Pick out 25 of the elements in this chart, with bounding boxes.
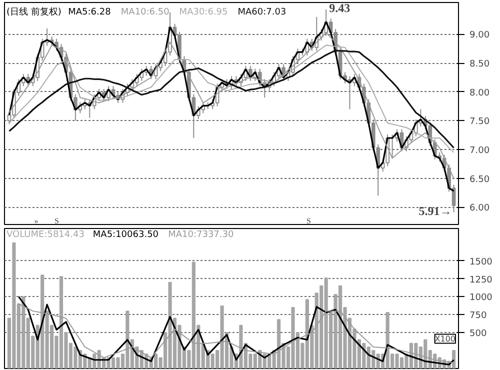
- y-tick-label: 8.00: [470, 88, 490, 98]
- y-tick-label: 7.00: [470, 146, 490, 156]
- y-tick-label: 9.00: [470, 30, 490, 41]
- annotation: »: [34, 216, 38, 226]
- y-tick-label: 1500: [470, 257, 493, 268]
- y-tick-label: 6.50: [470, 174, 490, 185]
- text: MA60:7.03: [238, 7, 286, 18]
- annotation: S: [54, 216, 59, 226]
- text: MA30:6.95: [179, 7, 228, 18]
- text: MA5:6.28: [68, 7, 112, 18]
- text: (日线 前复权): [6, 6, 62, 18]
- y-tick-label: 7.50: [470, 117, 490, 128]
- y-tick-label: 750: [470, 311, 487, 322]
- text: MA10:6.50: [120, 7, 170, 18]
- annotation: S: [306, 216, 311, 226]
- y-tick-label: 6.00: [470, 204, 490, 214]
- text: MA10:7337.30: [168, 230, 234, 240]
- y-tick-label: 1250: [470, 275, 493, 286]
- y-tick-label: 1000: [470, 293, 493, 304]
- y-tick-label: 500: [470, 329, 487, 340]
- series-label: VOLUME:5814.43: [6, 230, 84, 240]
- annotation: 9.43: [329, 1, 350, 16]
- text: MA5:10063.50: [92, 230, 159, 240]
- y-tick-label: 8.50: [470, 60, 490, 70]
- annotation: 5.91→: [418, 204, 452, 218]
